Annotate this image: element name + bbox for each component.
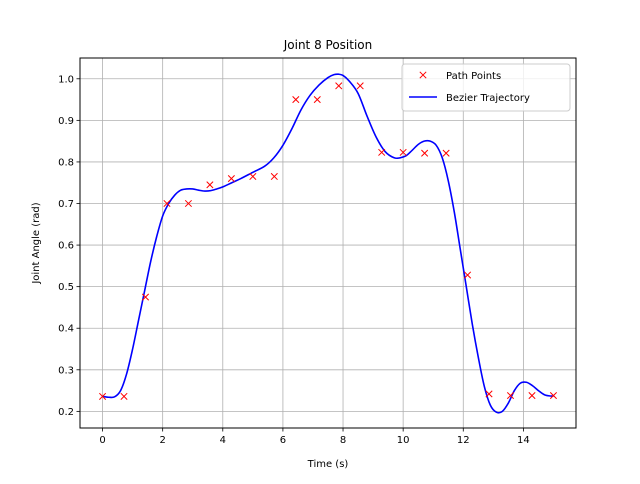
path-point-marker [549, 392, 558, 400]
x-tick-label: 12 [457, 435, 470, 446]
y-axis-label: Joint Angle (rad) [31, 202, 42, 284]
path-point-marker [270, 172, 278, 181]
y-tick-label: 0.5 [58, 282, 74, 293]
marker-stroke [292, 96, 300, 104]
legend-box [401, 63, 571, 112]
marker-stroke [549, 392, 558, 400]
plot-frame [79, 57, 577, 429]
legend-entry-path-points-label: Path Points [446, 71, 501, 82]
marker-stroke [270, 172, 278, 181]
path-point-marker [464, 271, 472, 279]
marker-stroke [141, 293, 150, 301]
path-point-marker [292, 96, 300, 104]
path-point-marker [184, 199, 192, 208]
y-tick-label: 0.8 [58, 157, 74, 168]
marker-stroke [419, 71, 427, 79]
marker-stroke [206, 181, 214, 189]
y-tick-label: 0.3 [58, 365, 74, 376]
y-tick-label: 0.9 [58, 116, 74, 127]
marker-stroke [528, 392, 536, 400]
path-point-marker [356, 82, 364, 90]
y-tick-label: 1.0 [58, 74, 74, 85]
marker-stroke [184, 199, 192, 208]
marker-stroke [421, 149, 429, 157]
path-point-marker [378, 148, 386, 156]
legend: Path Points Bezier Trajectory [401, 63, 571, 112]
tick-layer: 0 2 4 6 8 10 12 14 0.2 0.3 0.4 0.5 0.6 0.7 0.8 0.9 1.0 [58, 74, 530, 446]
y-tick-label: 0.7 [58, 199, 74, 210]
x-tick-label: 10 [397, 435, 410, 446]
path-point-marker [485, 390, 493, 398]
marker-stroke [378, 148, 386, 156]
marker-stroke [163, 199, 171, 208]
y-tick-label: 0.2 [58, 407, 74, 418]
path-point-marker [120, 392, 128, 400]
path-point-marker [399, 148, 407, 156]
path-point-marker [98, 392, 107, 400]
marker-stroke [485, 390, 493, 398]
legend-entry-path-points-marker [419, 71, 427, 79]
marker-stroke [98, 392, 107, 400]
path-point-marker [528, 392, 536, 400]
grid-layer [80, 58, 576, 428]
marker-stroke [442, 149, 450, 157]
bezier-trajectory-line [102, 73, 554, 414]
path-point-marker [163, 199, 171, 208]
x-tick-label: 0 [99, 435, 105, 446]
path-point-marker [335, 82, 343, 90]
x-tick-label: 2 [159, 435, 165, 446]
y-tick-label: 0.4 [58, 324, 74, 335]
marker-stroke [227, 175, 235, 183]
path-point-marker [421, 149, 429, 157]
marker-stroke [249, 172, 257, 181]
data-layer [98, 73, 558, 414]
marker-stroke [506, 392, 515, 400]
path-point-marker [249, 172, 257, 181]
x-tick-label: 6 [280, 435, 286, 446]
legend-entry-bezier-label: Bezier Trajectory [446, 93, 530, 104]
y-tick-label: 0.6 [58, 241, 74, 252]
x-tick-label: 14 [517, 435, 530, 446]
path-point-marker [206, 181, 214, 189]
x-axis-label: Time (s) [307, 459, 349, 470]
marker-stroke [335, 82, 343, 90]
path-point-marker [313, 96, 321, 104]
marker-stroke [464, 271, 472, 279]
path-point-marker [506, 392, 515, 400]
marker-stroke [399, 148, 407, 156]
legend-marker-x [419, 71, 427, 79]
path-point-marker [442, 149, 450, 157]
path-point-marker [141, 293, 150, 301]
x-tick-label: 8 [340, 435, 346, 446]
marker-stroke [356, 82, 364, 90]
chart-title: Joint 8 Position [283, 38, 373, 52]
x-tick-label: 4 [220, 435, 226, 446]
marker-stroke [120, 392, 128, 400]
path-point-marker [227, 175, 235, 183]
marker-stroke [313, 96, 321, 104]
